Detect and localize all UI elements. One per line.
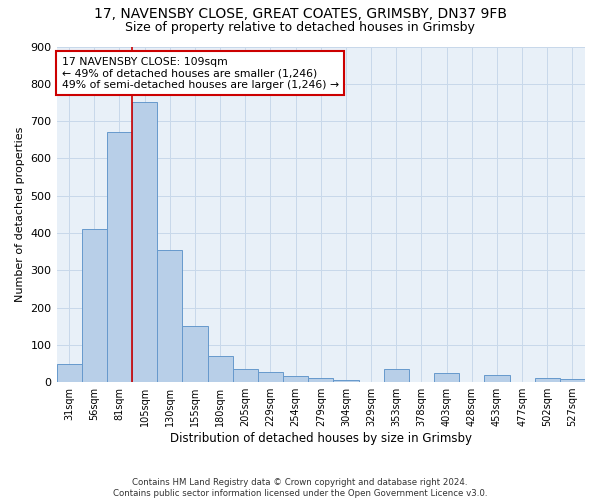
Bar xyxy=(157,250,182,382)
Bar xyxy=(182,326,208,382)
Bar xyxy=(82,229,107,382)
Bar xyxy=(132,102,157,382)
Text: Contains HM Land Registry data © Crown copyright and database right 2024.
Contai: Contains HM Land Registry data © Crown c… xyxy=(113,478,487,498)
Bar xyxy=(383,369,409,382)
Bar xyxy=(434,373,459,382)
Bar xyxy=(283,376,308,382)
Bar xyxy=(233,368,258,382)
Bar xyxy=(560,379,585,382)
Bar xyxy=(484,376,509,382)
Bar xyxy=(107,132,132,382)
Bar xyxy=(258,372,283,382)
Bar xyxy=(334,380,359,382)
Text: 17 NAVENSBY CLOSE: 109sqm
← 49% of detached houses are smaller (1,246)
49% of se: 17 NAVENSBY CLOSE: 109sqm ← 49% of detac… xyxy=(62,56,339,90)
Bar xyxy=(208,356,233,382)
Bar xyxy=(308,378,334,382)
Text: Size of property relative to detached houses in Grimsby: Size of property relative to detached ho… xyxy=(125,21,475,34)
X-axis label: Distribution of detached houses by size in Grimsby: Distribution of detached houses by size … xyxy=(170,432,472,445)
Text: 17, NAVENSBY CLOSE, GREAT COATES, GRIMSBY, DN37 9FB: 17, NAVENSBY CLOSE, GREAT COATES, GRIMSB… xyxy=(94,8,506,22)
Y-axis label: Number of detached properties: Number of detached properties xyxy=(15,126,25,302)
Bar xyxy=(56,364,82,382)
Bar xyxy=(535,378,560,382)
